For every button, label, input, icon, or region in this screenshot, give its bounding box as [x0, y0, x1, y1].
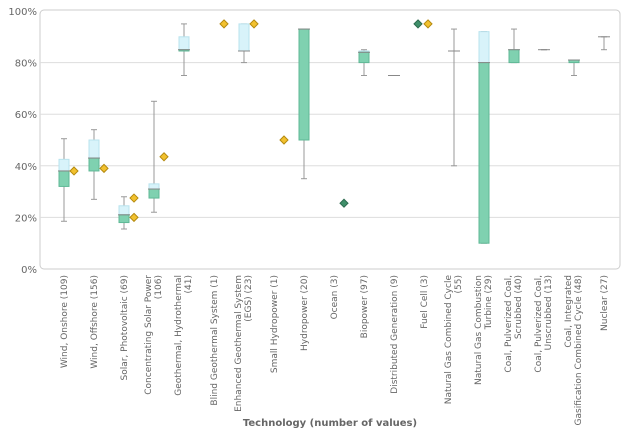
diamond-marker — [279, 135, 289, 145]
diamond-marker — [129, 193, 139, 203]
x-tick-label-line: Concentrating Solar Power — [144, 275, 154, 395]
box-9 — [339, 198, 349, 208]
lower-box — [118, 214, 130, 224]
lower-box — [478, 62, 490, 244]
diamond-marker — [249, 19, 259, 29]
upper-box — [178, 36, 190, 51]
x-tick-label: Distributed Generation (9) — [390, 275, 400, 394]
box-2 — [118, 193, 139, 230]
box-5 — [219, 19, 229, 29]
x-tick-label-line: Geothermal, Hydrothermal — [174, 275, 184, 396]
x-axis-title: Technology (number of values) — [243, 418, 417, 429]
x-tick-label: Geothermal, Hydrothermal(41) — [174, 275, 194, 396]
lower-box — [298, 28, 310, 141]
y-tick-label: 100% — [8, 7, 37, 18]
box-4 — [178, 23, 190, 76]
x-tick-label-line: Gasification Combined Cycle (48) — [574, 275, 584, 425]
x-tick-label: Coal, IntegratedGasification Combined Cy… — [564, 275, 584, 425]
diamond-marker — [99, 163, 109, 174]
diamond-marker — [413, 19, 423, 29]
box-1 — [88, 129, 109, 200]
upper-box — [88, 139, 100, 159]
x-tick-label: Solar, Photovoltaic (69) — [120, 275, 130, 381]
x-tick-label-line: (106) — [154, 275, 164, 299]
upper-box — [238, 23, 250, 52]
box-12 — [413, 19, 433, 29]
x-tick-label-line: Coal, Integrated — [564, 275, 574, 348]
x-tick-label: Natural Gas Combined Cycle(55) — [444, 275, 464, 405]
x-tick-label: Concentrating Solar Power(106) — [144, 275, 164, 395]
y-tick-label: 20% — [15, 213, 37, 224]
box-6 — [238, 19, 259, 64]
x-tick-label-line: Unscrubbed (13) — [544, 275, 554, 350]
box-15 — [508, 28, 520, 64]
box-18 — [598, 36, 610, 51]
lower-box — [358, 51, 370, 64]
x-tick-label-line: Scrubbed (40) — [514, 275, 524, 339]
y-tick-label: 0% — [21, 265, 37, 276]
box-17 — [568, 59, 580, 76]
x-tick-label: Natural Gas CombustionTurbine (29) — [474, 275, 494, 385]
x-tick-label: Hydropower (20) — [300, 275, 310, 351]
x-tick-label: Coal, Pulverized Coal,Scrubbed (40) — [504, 275, 524, 373]
diamond-marker — [69, 166, 79, 176]
plot-area — [39, 9, 621, 270]
x-tick-label-line: Enhanced Geothermal System — [234, 275, 244, 412]
upper-box — [58, 158, 70, 172]
box-13 — [448, 28, 460, 167]
y-tick-label: 80% — [15, 59, 37, 70]
diamond-marker — [423, 19, 433, 29]
y-tick-label: 60% — [15, 110, 37, 121]
x-tick-label: Ocean (3) — [330, 275, 340, 319]
x-tick-label: Blind Geothermal System (1) — [210, 275, 220, 406]
x-tick-label-line: Natural Gas Combined Cycle — [444, 275, 454, 405]
upper-box — [478, 31, 490, 64]
box-7 — [279, 135, 289, 145]
x-tick-label-line: (EGS) (23) — [244, 275, 254, 322]
lower-box — [58, 170, 70, 187]
box-14 — [478, 31, 490, 244]
diamond-marker — [129, 212, 139, 223]
x-tick-label: Wind, Offshore (156) — [90, 275, 100, 369]
x-tick-label-line: (55) — [454, 275, 464, 293]
diamond-marker — [159, 152, 169, 162]
lower-box — [148, 188, 160, 199]
diamond-marker — [339, 198, 349, 208]
x-tick-label: Small Hydropower (1) — [270, 275, 280, 373]
lower-box — [88, 157, 100, 172]
x-tick-label-line: Natural Gas Combustion — [474, 275, 484, 385]
x-tick-label-line: (41) — [184, 275, 194, 293]
lower-box — [508, 49, 520, 64]
box-10 — [358, 49, 370, 76]
x-tick-label: Biopower (97) — [360, 275, 370, 338]
x-tick-label: Nuclear (27) — [600, 275, 610, 331]
box-8 — [298, 28, 310, 180]
x-tick-label-line: Coal, Pulverized Coal, — [534, 275, 544, 373]
x-tick-label: Wind, Onshore (109) — [60, 275, 70, 368]
box-3 — [148, 100, 169, 213]
box-0 — [58, 138, 79, 222]
upper-box — [118, 205, 130, 216]
upper-box — [148, 183, 160, 190]
x-tick-label: Enhanced Geothermal System(EGS) (23) — [234, 275, 254, 412]
y-tick-label: 40% — [15, 162, 37, 173]
diamond-marker — [219, 19, 229, 29]
x-tick-label: Fuel Cell (3) — [420, 275, 430, 329]
x-tick-label: Coal, Pulverized Coal,Unscrubbed (13) — [534, 275, 554, 373]
x-tick-label-line: Coal, Pulverized Coal, — [504, 275, 514, 373]
x-tick-label-line: Turbine (29) — [484, 275, 494, 330]
